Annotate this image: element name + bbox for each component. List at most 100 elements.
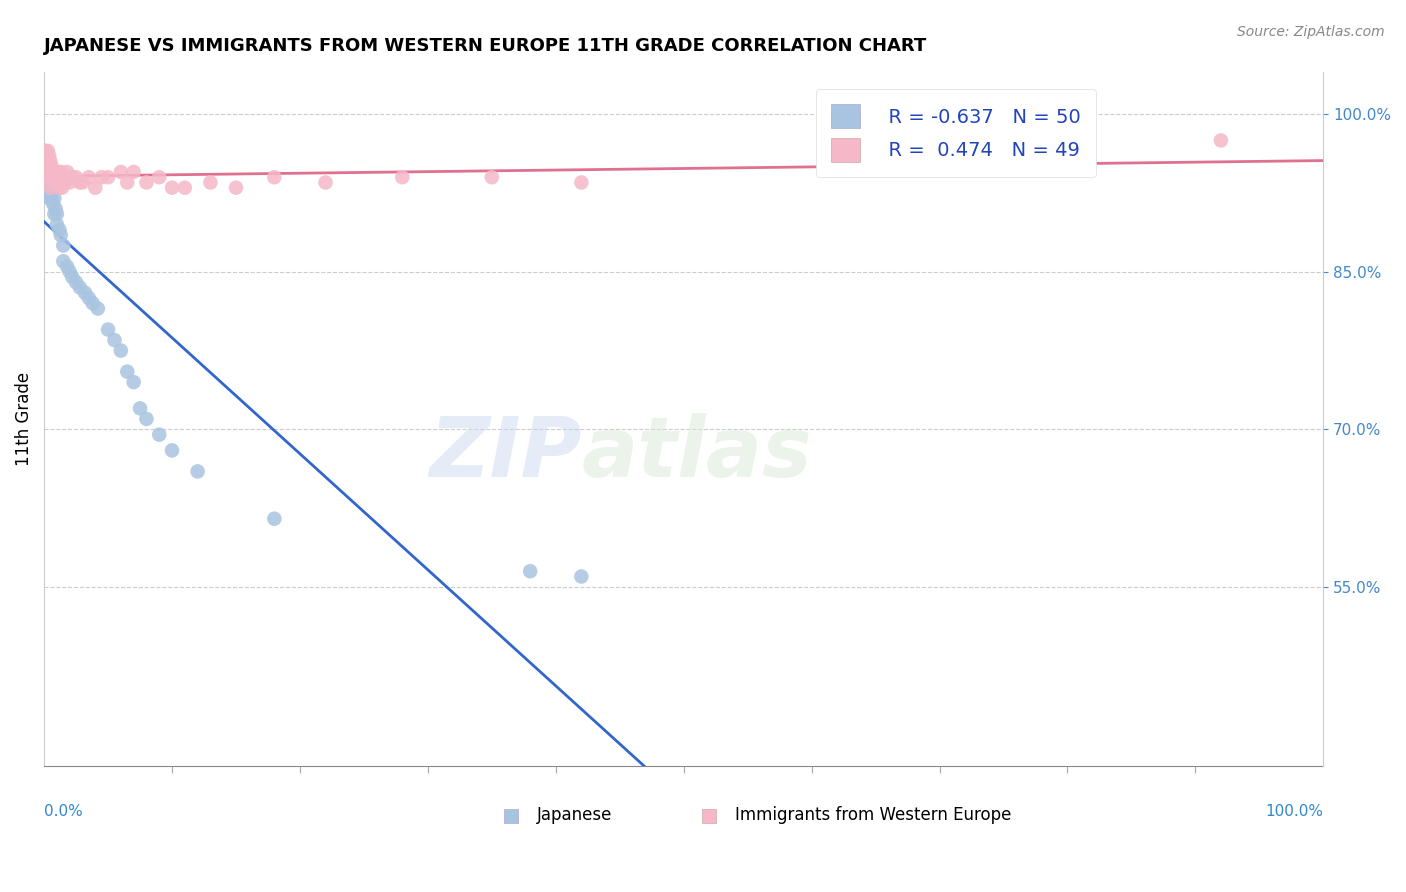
Point: [173, 180, 195, 194]
Point: [38, 149, 60, 163]
Point: [49, 165, 72, 179]
Point: [35, 149, 58, 163]
Text: atlas: atlas: [581, 413, 813, 494]
Point: [59, 176, 82, 190]
Point: [84, 180, 107, 194]
Point: [37, 165, 59, 179]
Point: [65, 275, 87, 289]
Point: [135, 412, 157, 426]
Point: [45, 176, 67, 190]
Point: [391, 170, 413, 185]
Point: [34, 154, 56, 169]
Point: [34, 165, 56, 179]
Point: [315, 176, 337, 190]
Point: [160, 180, 183, 194]
Point: [56, 165, 79, 179]
Point: [42, 165, 65, 179]
Point: [42, 196, 65, 211]
Point: [69, 280, 91, 294]
Point: [110, 165, 132, 179]
Point: [35, 170, 58, 185]
Point: [37, 144, 59, 158]
Point: [53, 176, 76, 190]
Point: [73, 285, 96, 300]
Point: [41, 186, 63, 200]
Point: [187, 465, 209, 479]
Point: [60, 270, 83, 285]
Point: [56, 260, 79, 274]
Text: 100.0%: 100.0%: [1265, 804, 1323, 819]
Point: [44, 207, 66, 221]
Point: [39, 154, 62, 169]
Point: [38, 191, 60, 205]
Point: [34, 144, 56, 158]
Point: [48, 180, 70, 194]
Point: [263, 170, 285, 185]
Point: [34, 144, 56, 158]
Point: [39, 191, 62, 205]
Point: [35, 160, 58, 174]
Point: [263, 512, 285, 526]
Point: [60, 170, 83, 185]
Point: [148, 427, 170, 442]
Point: [117, 176, 139, 190]
Point: [52, 170, 75, 185]
Point: [41, 160, 63, 174]
Point: [90, 170, 112, 185]
Text: Immigrants from Western Europe: Immigrants from Western Europe: [735, 805, 1011, 824]
Point: [44, 176, 66, 190]
Point: [39, 165, 62, 179]
Point: [87, 301, 110, 316]
Point: [39, 170, 62, 185]
Point: [35, 149, 58, 163]
Point: [1209, 133, 1232, 147]
Point: [38, 160, 60, 174]
Text: ZIP: ZIP: [429, 413, 581, 494]
Point: [41, 176, 63, 190]
Point: [41, 170, 63, 185]
Text: Source: ZipAtlas.com: Source: ZipAtlas.com: [1237, 25, 1385, 39]
Point: [39, 180, 62, 194]
Point: [122, 375, 145, 389]
Point: [129, 401, 152, 416]
Point: [37, 154, 59, 169]
Point: [82, 296, 104, 310]
Point: [38, 165, 60, 179]
Point: [51, 180, 73, 194]
Point: [77, 291, 100, 305]
Point: [37, 154, 59, 169]
Point: [77, 170, 100, 185]
Point: [160, 443, 183, 458]
Point: [46, 165, 69, 179]
Point: [200, 176, 222, 190]
Point: [72, 176, 94, 190]
Point: [48, 223, 70, 237]
Point: [225, 180, 247, 194]
Point: [45, 170, 67, 185]
Point: [37, 180, 59, 194]
Point: [97, 322, 120, 336]
Point: [569, 176, 592, 190]
Point: [38, 170, 60, 185]
Y-axis label: 11th Grade: 11th Grade: [15, 372, 32, 466]
Text: JAPANESE VS IMMIGRANTS FROM WESTERN EUROPE 11TH GRADE CORRELATION CHART: JAPANESE VS IMMIGRANTS FROM WESTERN EURO…: [44, 37, 928, 55]
Point: [519, 564, 541, 578]
Point: [49, 227, 72, 242]
Point: [135, 176, 157, 190]
Text: Japanese: Japanese: [537, 805, 612, 824]
Point: [34, 154, 56, 169]
Point: [148, 170, 170, 185]
Point: [569, 569, 592, 583]
Point: [37, 170, 59, 185]
Point: [45, 207, 67, 221]
Point: [52, 238, 75, 252]
Point: [42, 180, 65, 194]
Point: [39, 176, 62, 190]
Point: [481, 170, 503, 185]
Point: [65, 170, 87, 185]
Point: [45, 218, 67, 232]
Text: 0.0%: 0.0%: [44, 804, 83, 819]
Point: [103, 333, 125, 347]
Point: [110, 343, 132, 358]
Point: [59, 265, 82, 279]
